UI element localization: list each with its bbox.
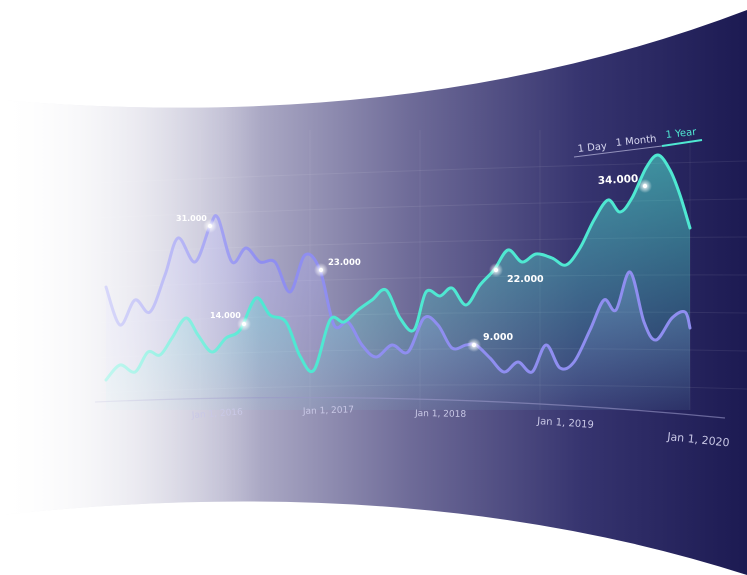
data-label: 9.000 <box>483 332 513 343</box>
data-label: 23.000 <box>328 258 361 268</box>
value-labels: 31.000 14.000 23.000 22.000 9.000 34.000 <box>176 173 639 343</box>
x-tick: Jan 1, 2019 <box>536 416 594 431</box>
active-tab-underline <box>661 139 703 147</box>
data-label: 14.000 <box>210 311 241 320</box>
period-tabs: 1 Day 1 Month 1 Year <box>573 127 703 158</box>
tabs-underline <box>573 145 663 158</box>
tab-1-month[interactable]: 1 Month <box>615 134 657 149</box>
x-tick: Jan 1, 2016 <box>191 407 244 421</box>
x-tick: Jan 1, 2018 <box>414 409 467 420</box>
tab-1-year[interactable]: 1 Year <box>665 127 698 141</box>
data-label: 34.000 <box>598 173 639 187</box>
data-label: 22.000 <box>507 274 544 285</box>
x-tick: Jan 1, 2017 <box>302 405 354 417</box>
tab-1-day[interactable]: 1 Day <box>577 141 607 155</box>
data-label: 31.000 <box>176 214 207 223</box>
